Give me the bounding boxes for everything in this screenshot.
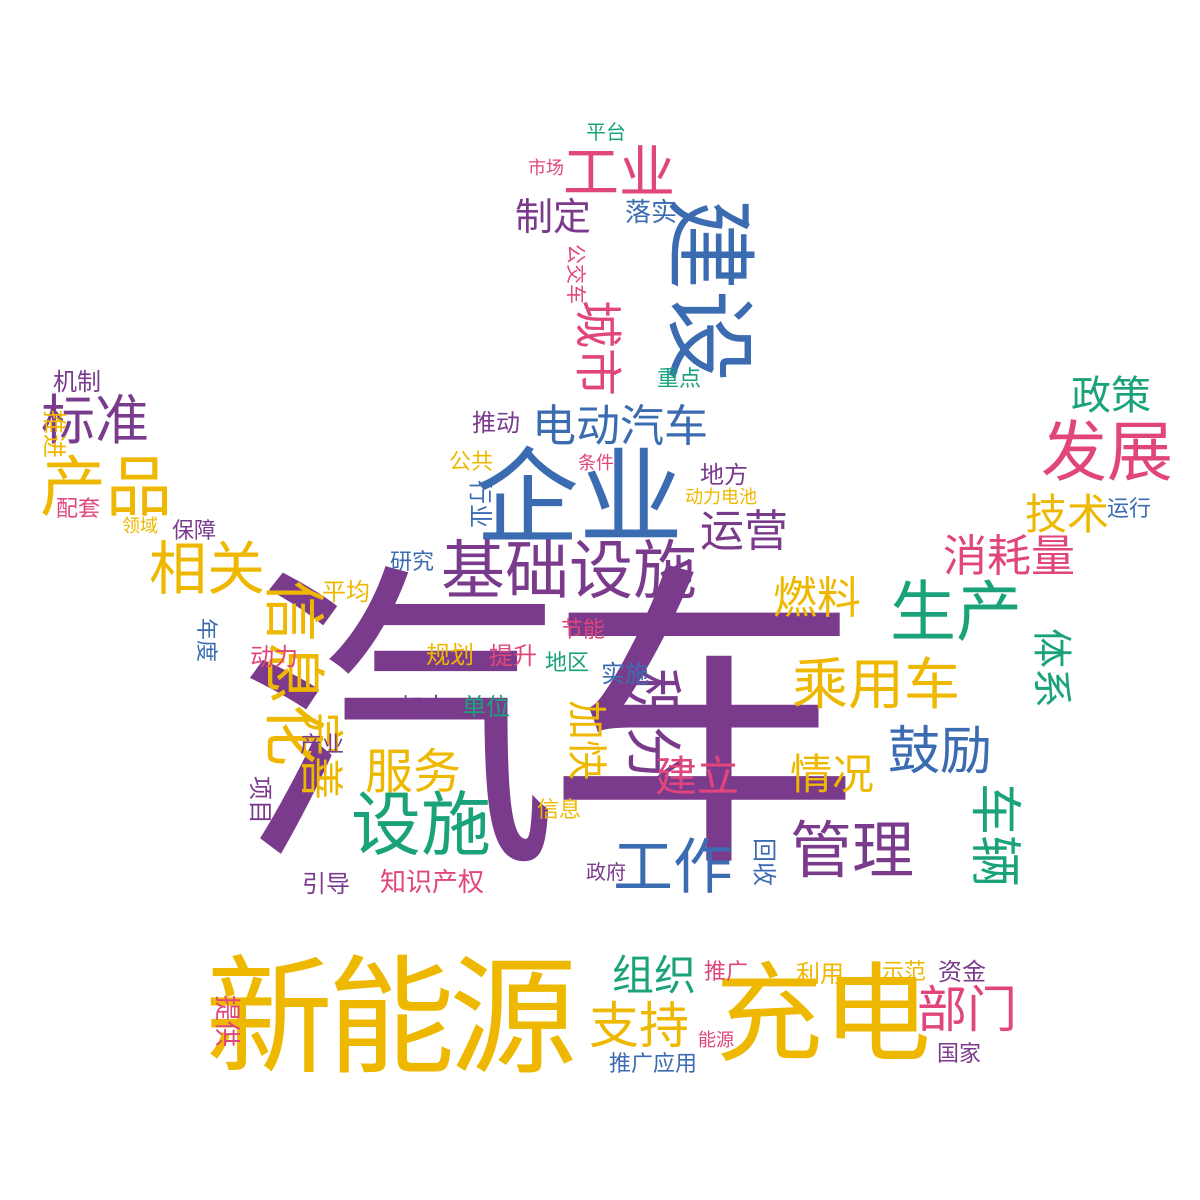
word-shengchan: 生产 (890, 574, 1022, 651)
word-gonggong: 公共 (449, 450, 494, 475)
word-liyong: 利用 (796, 960, 844, 988)
word-tigong: 提供 (211, 995, 241, 1048)
word-zhishichanquan: 知识产权 (380, 868, 485, 898)
word-yanjiu: 研究 (390, 550, 435, 575)
word-jishu: 技术 (1025, 490, 1110, 539)
word-gongye: 工业 (563, 141, 675, 206)
word-danwei: 单位 (462, 693, 510, 721)
word-shishi: 实施 (601, 660, 649, 688)
word-guli: 鼓励 (888, 722, 993, 782)
word-tisheng: 提升 (489, 642, 537, 670)
word-ranliao: 燃料 (773, 573, 861, 624)
word-bumen: 部门 (917, 981, 1017, 1039)
word-jiakuai: 加快 (563, 700, 609, 780)
word-yunying: 运营 (700, 506, 788, 557)
word-xiangmu: 项目 (246, 776, 274, 824)
word-chengshi: 城市 (569, 300, 625, 397)
word-zuzhi: 组织 (612, 951, 697, 1000)
word-gongjiaoche: 公交车 (564, 244, 588, 304)
word-qiche: 汽车 (238, 539, 864, 911)
word-hangye: 行业 (466, 480, 494, 528)
word-chengyongche: 乘用车 (792, 653, 960, 718)
word-tuidong: 推动 (472, 409, 520, 437)
word-xinnengyuan: 新能源 (205, 944, 577, 1093)
word-tuiguang: 推广 (704, 960, 749, 985)
word-guojia: 国家 (937, 1042, 982, 1067)
word-zhengfu: 政府 (586, 860, 626, 884)
word-jianli: 建立 (655, 752, 740, 801)
word-zijin: 资金 (938, 958, 986, 986)
word-xinxi: 信息 (537, 798, 582, 823)
word-biaozhun: 标准 (41, 389, 149, 452)
word-zhengce: 政策 (1071, 373, 1151, 419)
word-jizhi: 机制 (53, 368, 101, 396)
word-zhichi: 支持 (589, 997, 689, 1055)
word-lingyu: 领域 (122, 516, 158, 537)
word-yindao: 引导 (302, 870, 350, 898)
word-diandongqiche: 电动汽车 (532, 401, 708, 452)
word-tuiguangyingyong: 推广应用 (609, 1052, 698, 1077)
word-chanpin: 产品 (40, 449, 172, 526)
word-donglidianchi: 动力电池 (685, 487, 757, 508)
word-luoshi: 落实 (625, 198, 678, 228)
word-dongli: 动力 (250, 643, 298, 671)
word-nengyuan: 能源 (698, 1030, 734, 1051)
word-cheliang: 车辆 (964, 783, 1024, 888)
word-chongdian: 充电 (715, 953, 932, 1078)
word-niandu: 年度 (193, 618, 218, 663)
word-yunxing: 运行 (1107, 497, 1152, 522)
word-pingtai: 平台 (586, 120, 626, 144)
word-difang: 地方 (700, 461, 748, 489)
word-diqu: 地区 (545, 651, 590, 676)
word-pingjun: 平均 (322, 578, 370, 606)
word-jiada: 加大 (400, 693, 448, 721)
word-huishou: 回收 (750, 838, 778, 886)
word-jieneng: 节能 (561, 618, 606, 643)
word-xiaohaoliang: 消耗量 (943, 531, 1075, 582)
word-baozhang: 保障 (172, 519, 217, 544)
word-jichusheshi: 基础设施 (441, 535, 697, 609)
word-peitao: 配套 (56, 497, 101, 522)
word-fuwu: 服务 (365, 744, 462, 800)
word-shichang: 市场 (528, 158, 564, 179)
word-tixi: 体系 (1028, 628, 1074, 708)
word-guanli: 管理 (790, 814, 915, 887)
word-tiaojian: 条件 (578, 453, 614, 474)
word-qiye: 企业 (475, 437, 684, 559)
word-fazhan: 发展 (1041, 414, 1173, 491)
word-guihua: 规划 (426, 641, 474, 669)
word-shifan: 示范 (882, 960, 927, 985)
word-zhiding: 制定 (515, 195, 592, 239)
word-chanye: 产业 (300, 733, 345, 758)
word-gongzuo: 工作 (613, 833, 733, 903)
word-tuijin: 推进 (40, 410, 68, 458)
word-sheshi: 设施 (351, 784, 491, 866)
word-xiangguan: 相关 (149, 535, 266, 603)
word-qingkuang: 情况 (790, 750, 875, 799)
word-zhongdian: 重点 (657, 367, 702, 392)
